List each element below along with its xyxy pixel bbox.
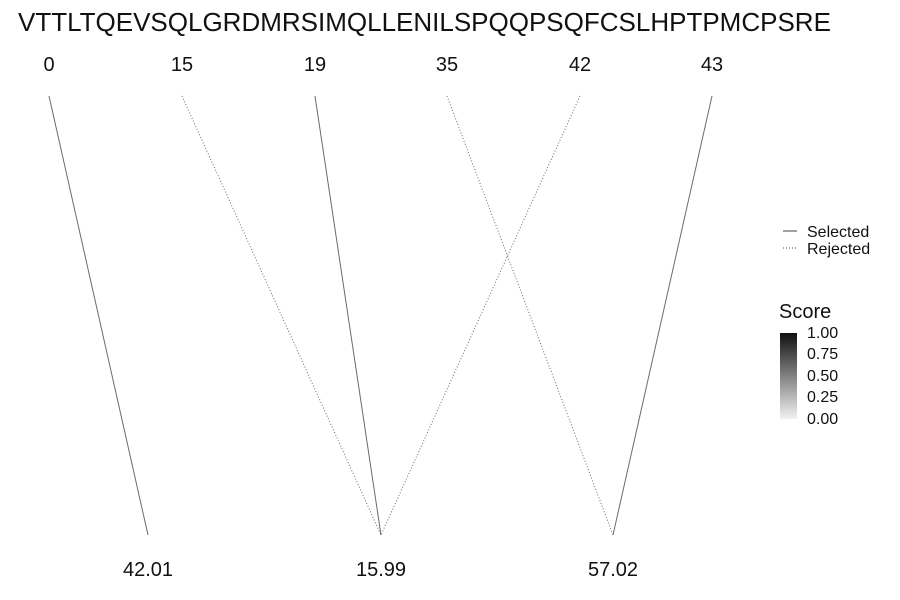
rejected-connection-line [181, 95, 382, 536]
bottom-value-label: 15.99 [356, 559, 406, 581]
bottom-value-labels: 42.01 15.99 57.02 [123, 559, 638, 581]
selected-connection-line [612, 95, 713, 536]
sequence-title: VTTLTQEVSQLGRDMRSIMQLLENILSPQQPSQFCSLHPT… [18, 7, 831, 37]
legend-label-selected: Selected [807, 224, 869, 241]
legend-label-rejected: Rejected [807, 241, 870, 258]
rejected-connection-line [380, 95, 581, 536]
rejected-connection-line [446, 95, 614, 536]
top-position-label: 0 [43, 54, 54, 76]
score-tick-label: 0.25 [807, 389, 838, 406]
top-position-label: 43 [701, 54, 723, 76]
score-tick-label: 1.00 [807, 325, 838, 342]
top-position-label: 19 [304, 54, 326, 76]
score-tick-label: 0.50 [807, 368, 838, 385]
top-position-labels: 0 15 19 35 42 43 [43, 54, 723, 76]
selected-connection-line [314, 95, 382, 536]
connection-lines [48, 95, 713, 536]
top-position-label: 35 [436, 54, 458, 76]
linetype-legend: Selected Rejected [783, 224, 870, 258]
top-position-label: 15 [171, 54, 193, 76]
score-legend: Score 1.00 0.75 0.50 0.25 0.00 [779, 301, 838, 428]
selected-connection-line [48, 95, 149, 536]
score-legend-title: Score [779, 301, 831, 323]
bottom-value-label: 42.01 [123, 559, 173, 581]
score-tick-label: 0.00 [807, 411, 838, 428]
score-tick-label: 0.75 [807, 346, 838, 363]
bottom-value-label: 57.02 [588, 559, 638, 581]
score-colorbar [780, 333, 797, 419]
top-position-label: 42 [569, 54, 591, 76]
